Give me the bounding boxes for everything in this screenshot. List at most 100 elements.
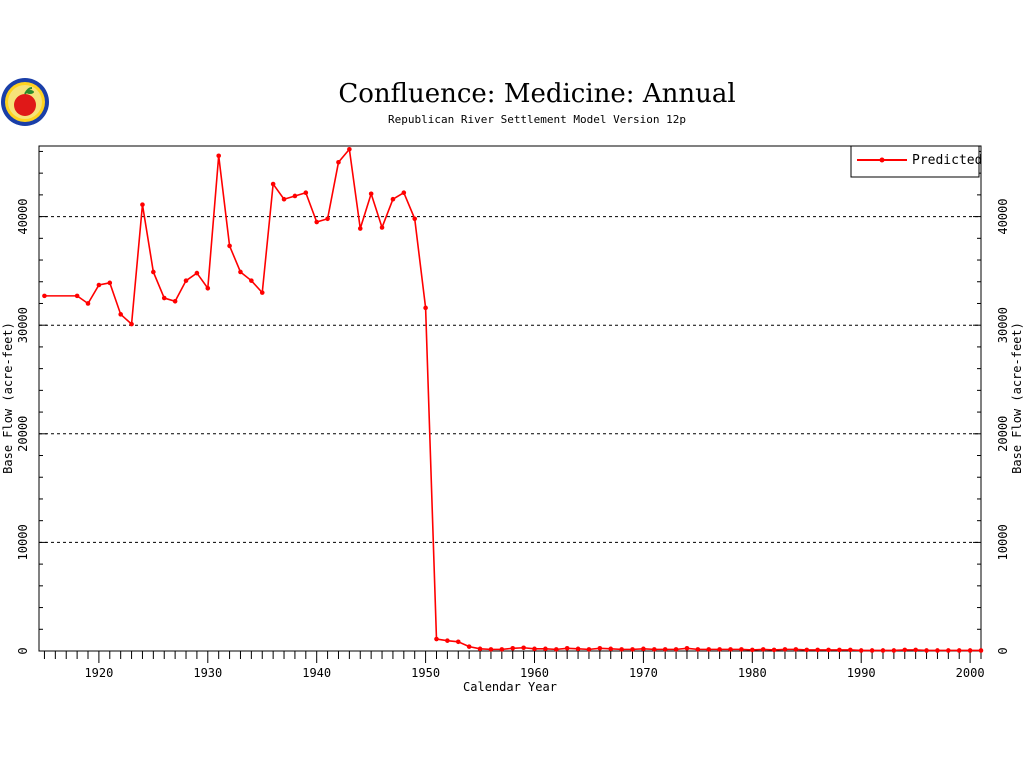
data-point [129, 321, 134, 327]
data-point [74, 293, 80, 299]
data-point [270, 181, 276, 187]
data-point [706, 647, 712, 652]
data-point [434, 636, 439, 642]
y-tick-label-right: 40000 [996, 199, 1010, 235]
data-point [499, 647, 505, 652]
data-point [891, 648, 897, 653]
y-axis-label-right: Base Flow (acre-feet) [1010, 322, 1024, 474]
x-tick-label: 1950 [411, 666, 440, 680]
y-tick-label-right: 20000 [996, 416, 1010, 452]
data-point [292, 193, 298, 199]
y-tick-label-right: 30000 [996, 307, 1010, 343]
x-tick-label: 2000 [956, 666, 985, 680]
data-point [771, 647, 777, 653]
data-point [205, 285, 211, 291]
data-point [259, 290, 265, 295]
x-axis-label: Calendar Year [463, 680, 557, 694]
data-point [368, 191, 374, 197]
data-point [85, 301, 91, 306]
data-point [336, 159, 341, 165]
plot-frame [38, 145, 982, 652]
x-tick-label: 1930 [193, 666, 222, 680]
data-point [466, 644, 472, 649]
data-point [42, 293, 47, 299]
y-tick-label-right: 10000 [996, 524, 1010, 560]
data-point [521, 645, 526, 651]
tick-labels: 0 0 10000 10000 20000 20000 30000 30000 40000 400… [16, 199, 1010, 680]
data-point [390, 196, 396, 202]
y-tick-label-left: 20000 [16, 416, 30, 452]
data-point [815, 647, 820, 653]
data-point [826, 647, 831, 653]
legend: Predicted [850, 145, 982, 178]
data-point [107, 280, 113, 286]
x-tick-label: 1920 [84, 666, 113, 680]
data-point [140, 202, 145, 207]
apple-logo-icon [1, 78, 49, 126]
data-point [902, 647, 908, 653]
y-axis-label-left: Base Flow (acre-feet) [1, 322, 15, 474]
data-point [325, 216, 330, 222]
data-point [837, 647, 842, 653]
data-point [717, 647, 722, 652]
legend-box [850, 145, 980, 178]
y-tick-label-left: 40000 [16, 199, 30, 235]
data-point [227, 243, 232, 249]
data-point [728, 647, 733, 652]
series-predicted [42, 146, 984, 653]
data-point [793, 647, 799, 652]
data-point [760, 647, 766, 652]
x-tick-label: 1960 [520, 666, 549, 680]
chart-title: Confluence: Medicine: Annual [338, 79, 735, 109]
data-point [118, 312, 123, 317]
data-point [238, 269, 243, 275]
data-point [553, 647, 559, 652]
data-point [739, 647, 744, 652]
data-point [619, 647, 624, 652]
series-line [44, 147, 981, 652]
data-point [347, 146, 352, 152]
data-point [564, 645, 570, 651]
data-point [869, 648, 875, 653]
data-point [858, 648, 864, 653]
y-tick-label-left: 0 [16, 647, 30, 654]
y-tick-label-right: 0 [996, 647, 1010, 654]
data-point [96, 282, 102, 288]
data-point [597, 645, 603, 651]
data-point [172, 299, 178, 304]
data-point [401, 190, 407, 195]
chart-subtitle: Republican River Settlement Model Versio… [388, 113, 686, 126]
x-tick-label: 1980 [738, 666, 767, 680]
data-point [782, 647, 788, 652]
data-point [684, 645, 690, 651]
data-point [216, 153, 221, 159]
data-point [249, 278, 254, 283]
data-point [445, 638, 450, 643]
data-point [967, 648, 973, 653]
data-point [750, 647, 755, 653]
x-tick-label: 1970 [629, 666, 658, 680]
x-tick-label: 1940 [302, 666, 331, 680]
data-point [379, 225, 385, 230]
data-point [510, 645, 516, 651]
x-tick-label: 1990 [847, 666, 876, 680]
data-point [455, 639, 461, 645]
data-point [477, 646, 483, 652]
data-point [194, 270, 200, 276]
data-point [586, 647, 592, 652]
data-point [804, 647, 810, 653]
data-point [880, 648, 886, 653]
data-point [423, 305, 428, 311]
data-point [357, 226, 363, 231]
data-point [161, 295, 167, 301]
data-point [575, 646, 581, 652]
data-point [978, 648, 984, 653]
data-point [935, 648, 940, 653]
data-point [281, 196, 287, 202]
data-point [543, 646, 548, 652]
y-tick-label-left: 10000 [16, 524, 30, 560]
data-point [151, 269, 156, 275]
data-point [412, 216, 418, 222]
data-point [662, 647, 668, 652]
